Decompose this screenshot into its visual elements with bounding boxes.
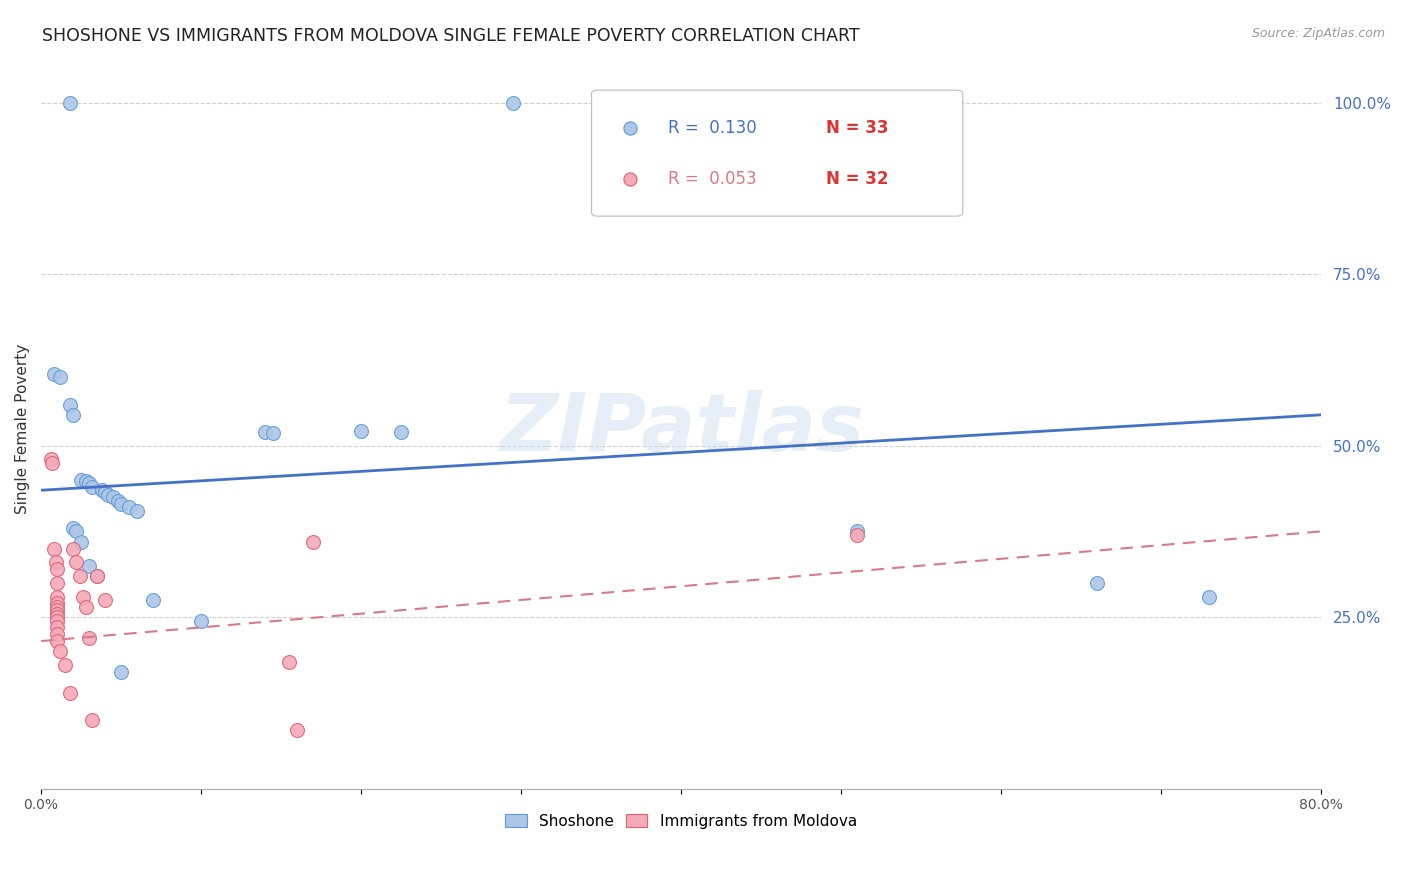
Point <box>70 534 93 549</box>
Point <box>110 497 132 511</box>
Point <box>46 590 69 604</box>
Point <box>262 426 284 441</box>
Point <box>62 521 84 535</box>
Point <box>766 153 789 167</box>
Point <box>41 456 63 470</box>
Point <box>46 596 69 610</box>
Point <box>46 575 69 590</box>
Point <box>72 590 94 604</box>
Y-axis label: Single Female Poverty: Single Female Poverty <box>15 343 30 514</box>
Point <box>46 599 69 614</box>
Point <box>94 485 117 500</box>
Point <box>285 723 308 738</box>
Text: ZIPatlas: ZIPatlas <box>499 390 863 467</box>
Point <box>82 480 104 494</box>
Point <box>62 408 84 422</box>
Text: Source: ZipAtlas.com: Source: ZipAtlas.com <box>1251 27 1385 40</box>
Point <box>846 528 869 542</box>
Point <box>766 201 789 215</box>
Point <box>77 631 100 645</box>
Point <box>90 483 112 498</box>
Point <box>107 493 129 508</box>
Point <box>502 95 524 110</box>
Point <box>389 425 412 439</box>
Point <box>190 614 212 628</box>
Point <box>110 665 132 679</box>
Point <box>75 475 97 489</box>
Point <box>46 607 69 621</box>
Point <box>44 555 66 569</box>
Point <box>350 424 373 438</box>
Point <box>46 634 69 648</box>
Text: SHOSHONE VS IMMIGRANTS FROM MOLDOVA SINGLE FEMALE POVERTY CORRELATION CHART: SHOSHONE VS IMMIGRANTS FROM MOLDOVA SING… <box>42 27 860 45</box>
Point <box>1198 590 1220 604</box>
Text: N = 32: N = 32 <box>825 169 889 187</box>
Point <box>69 569 91 583</box>
Point <box>46 603 69 617</box>
Point <box>75 599 97 614</box>
Point <box>65 555 87 569</box>
Point <box>94 593 117 607</box>
Point <box>42 367 65 381</box>
Point <box>46 610 69 624</box>
Point <box>49 644 72 658</box>
Point <box>46 620 69 634</box>
Point <box>101 490 124 504</box>
FancyBboxPatch shape <box>592 90 963 216</box>
Point <box>118 500 141 515</box>
Point <box>70 473 93 487</box>
Point <box>142 593 165 607</box>
Point <box>59 398 82 412</box>
Point <box>49 370 72 384</box>
Point <box>254 425 277 439</box>
Point <box>302 534 325 549</box>
Point <box>846 524 869 539</box>
Point <box>86 569 108 583</box>
Point <box>65 524 87 539</box>
Point <box>46 562 69 576</box>
Point <box>53 658 76 673</box>
Point <box>97 488 120 502</box>
Point <box>46 614 69 628</box>
Point <box>77 476 100 491</box>
Text: R =  0.053: R = 0.053 <box>668 169 756 187</box>
Point <box>62 541 84 556</box>
Point <box>59 685 82 699</box>
Point <box>82 713 104 727</box>
Point <box>278 655 301 669</box>
Point <box>42 541 65 556</box>
Text: N = 33: N = 33 <box>825 120 889 137</box>
Legend: Shoshone, Immigrants from Moldova: Shoshone, Immigrants from Moldova <box>499 807 863 835</box>
Point <box>39 452 62 467</box>
Point <box>46 627 69 641</box>
Point <box>86 569 108 583</box>
Point <box>77 558 100 573</box>
Point <box>1085 575 1108 590</box>
Point <box>127 504 149 518</box>
Point <box>59 95 82 110</box>
Text: R =  0.130: R = 0.130 <box>668 120 756 137</box>
